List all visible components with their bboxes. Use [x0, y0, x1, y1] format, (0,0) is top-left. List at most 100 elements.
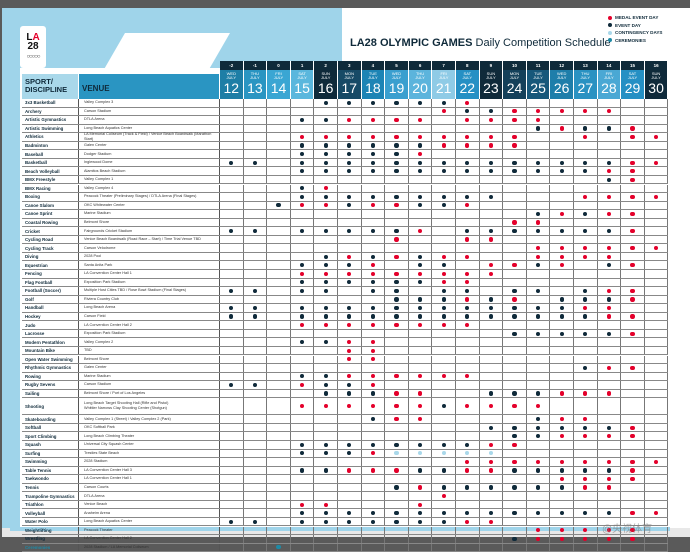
day-cell: [220, 466, 244, 475]
medal-dot-icon: [465, 459, 470, 464]
day-cell: [338, 329, 362, 338]
day-cell: [220, 415, 244, 423]
medal-dot-icon: [630, 177, 635, 182]
medal-dot-icon: [441, 143, 446, 148]
medal-dot-icon: [606, 459, 611, 464]
day-cell: [385, 193, 409, 201]
medal-dot-icon: [654, 246, 659, 251]
day-cell: [598, 158, 622, 167]
day-cell: [645, 244, 669, 252]
day-cell: [409, 509, 433, 517]
day-cell: [645, 441, 669, 449]
day-cell: [267, 415, 291, 423]
medal-dot-icon: [606, 476, 611, 482]
day-cell: [220, 210, 244, 218]
medal-dot-icon: [488, 404, 493, 409]
day-cell: [574, 329, 598, 338]
date-label: 18: [365, 80, 381, 96]
day-cell: [574, 278, 598, 287]
day-cell: [527, 543, 551, 552]
weekday-label: FRI: [440, 71, 447, 76]
day-cell: [220, 441, 244, 449]
venue-name: DTLA Arena: [79, 116, 220, 124]
event-dot-icon: [300, 151, 305, 157]
event-dot-icon: [441, 169, 446, 174]
day-cell: [362, 449, 386, 458]
day-cell: [480, 287, 504, 295]
day-cell: [338, 364, 362, 372]
day-cell: [291, 295, 315, 304]
day-cell: [409, 244, 433, 252]
day-cell: [598, 261, 622, 269]
day-cell: [267, 466, 291, 475]
day-cell: [527, 124, 551, 133]
day-cell: [480, 133, 504, 141]
month-label: JULY: [273, 75, 284, 80]
sport-name: Sport Climbing: [22, 432, 79, 440]
day-cell: [621, 346, 645, 355]
day-cell: [645, 193, 669, 201]
contingency-dot-icon: [608, 30, 612, 35]
day-cell: [244, 141, 268, 150]
day-cell: [621, 526, 645, 535]
day-cell: [503, 535, 527, 543]
day-cell: [409, 329, 433, 338]
day-cell: [621, 227, 645, 235]
event-dot-icon: [559, 160, 564, 165]
event-dot-icon: [323, 169, 328, 174]
day-cell: [267, 218, 291, 227]
day-cell: [456, 441, 480, 449]
event-dot-icon: [559, 511, 564, 516]
day-cell: [385, 167, 409, 175]
venue-name: Long Beach Target Shooting Hall (Rifle a…: [79, 398, 220, 415]
event-dot-icon: [536, 485, 541, 490]
day-cell: [503, 500, 527, 509]
day-cell: [598, 235, 622, 244]
day-cell: [645, 99, 669, 107]
event-dot-icon: [536, 468, 541, 473]
day-cell: [480, 492, 504, 500]
event-dot-icon: [606, 468, 611, 473]
day-cell: [267, 381, 291, 389]
day-cell: [574, 175, 598, 184]
day-cell: [385, 133, 409, 141]
medal-dot-icon: [394, 203, 399, 208]
day-cell: [314, 389, 338, 398]
date-label: 13: [247, 80, 263, 96]
day-cell: [244, 338, 268, 346]
day-cell: [244, 381, 268, 389]
day-cell: [291, 329, 315, 338]
day-cell: [503, 483, 527, 492]
day-cell: [432, 124, 456, 133]
medal-dot-icon: [583, 194, 588, 199]
day-cell: [291, 304, 315, 312]
day-cell: [385, 141, 409, 150]
day-cell: [598, 449, 622, 458]
day-cell: [220, 99, 244, 107]
day-cell: [362, 270, 386, 278]
day-cell: [574, 99, 598, 107]
medal-dot-icon: [606, 169, 611, 174]
event-dot-icon: [347, 511, 352, 516]
day-cell: [220, 235, 244, 244]
date-column-header: THU JULY 13: [243, 70, 268, 99]
day-cell: [621, 364, 645, 372]
event-dot-icon: [394, 519, 399, 524]
day-cell: [267, 372, 291, 381]
day-cell: [432, 389, 456, 398]
day-cell: [550, 466, 574, 475]
day-cell: [338, 287, 362, 295]
day-cell: [409, 235, 433, 244]
event-dot-icon: [488, 160, 493, 165]
day-cell: [621, 116, 645, 124]
day-cell: [574, 158, 598, 167]
day-cell: [598, 244, 622, 252]
day-cell: [314, 193, 338, 201]
event-dot-icon: [370, 288, 375, 293]
day-cell: [527, 398, 551, 415]
event-dot-icon: [583, 169, 588, 174]
day-cell: [291, 458, 315, 466]
day-cell: [527, 287, 551, 295]
event-dot-icon: [441, 404, 446, 409]
event-dot-icon: [370, 160, 375, 165]
